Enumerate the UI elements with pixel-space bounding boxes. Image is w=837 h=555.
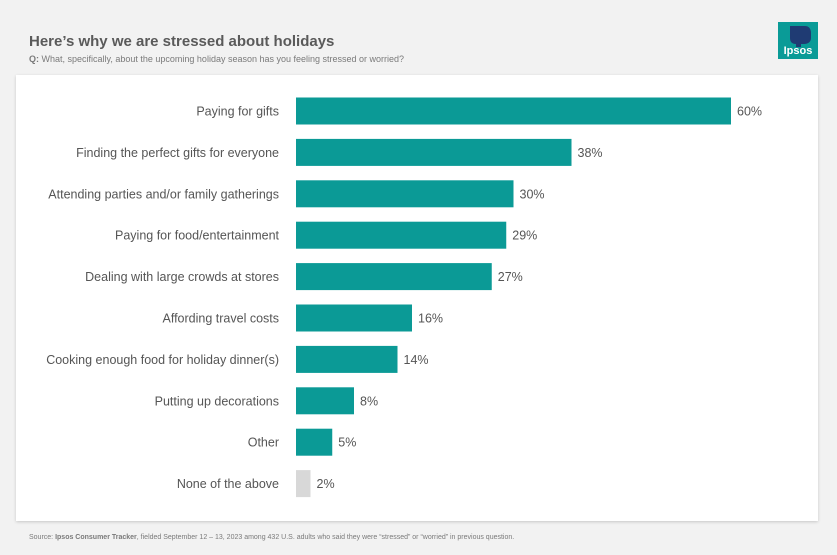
bar xyxy=(296,429,332,456)
category-label: Putting up decorations xyxy=(155,394,279,408)
bar xyxy=(296,180,514,207)
value-label: 27% xyxy=(498,270,523,284)
question-body: What, specifically, about the upcoming h… xyxy=(42,54,405,64)
category-label: Paying for gifts xyxy=(196,105,279,119)
bar-chart: Paying for gifts 60% Finding the perfect g… xyxy=(16,75,818,521)
bar xyxy=(296,98,731,125)
bar xyxy=(296,305,412,332)
bar xyxy=(296,346,398,373)
value-label: 30% xyxy=(520,187,545,201)
category-label: None of the above xyxy=(177,477,279,491)
source-prefix: Source: xyxy=(29,534,53,541)
source-details: , fielded September 12 – 13, 2023 among … xyxy=(137,534,514,541)
bar xyxy=(296,263,492,290)
category-label: Attending parties and/or family gatherin… xyxy=(48,187,279,201)
ipsos-logo: Ipsos xyxy=(778,22,818,59)
value-label: 60% xyxy=(737,105,762,119)
value-label: 38% xyxy=(578,146,603,160)
category-label: Affording travel costs xyxy=(163,312,280,326)
chart-card: Paying for gifts 60% Finding the perfect g… xyxy=(16,75,818,521)
logo-text: Ipsos xyxy=(784,45,813,57)
source-note: Source: Ipsos Consumer Tracker, fielded … xyxy=(29,534,514,541)
category-label: Dealing with large crowds at stores xyxy=(85,270,279,284)
source-name: Ipsos Consumer Tracker xyxy=(55,534,137,541)
bar xyxy=(296,387,354,414)
category-label: Paying for food/entertainment xyxy=(115,229,280,243)
value-label: 2% xyxy=(317,477,335,491)
value-label: 14% xyxy=(404,353,429,367)
chart-title: Here’s why we are stressed about holiday… xyxy=(29,33,334,50)
category-label: Other xyxy=(248,436,279,450)
category-label: Finding the perfect gifts for everyone xyxy=(76,146,279,160)
question-text: Q: What, specifically, about the upcomin… xyxy=(29,54,404,64)
question-prefix: Q: xyxy=(29,54,39,64)
value-label: 29% xyxy=(512,229,537,243)
value-label: 16% xyxy=(418,312,443,326)
bar xyxy=(296,470,311,497)
bar xyxy=(296,222,506,249)
bar xyxy=(296,139,572,166)
value-label: 5% xyxy=(338,436,356,450)
value-label: 8% xyxy=(360,394,378,408)
category-label: Cooking enough food for holiday dinner(s… xyxy=(46,353,279,367)
